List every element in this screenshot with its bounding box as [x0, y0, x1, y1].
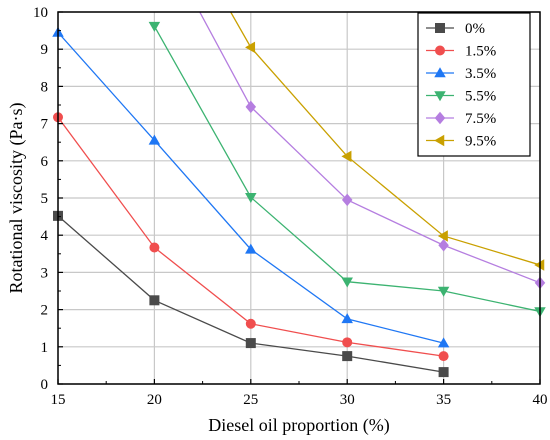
legend-label: 7.5%	[465, 111, 496, 127]
data-point	[148, 134, 161, 145]
data-point	[148, 21, 161, 32]
x-tick-label: 40	[533, 392, 548, 408]
y-tick-label: 3	[41, 265, 49, 281]
legend-swatch-marker	[434, 111, 446, 125]
data-point	[437, 286, 450, 297]
series-9_5_	[229, 12, 545, 271]
y-tick-label: 10	[33, 5, 48, 21]
y-axis-title: Rotational viscosity (Pa·s)	[6, 103, 27, 294]
legend-label: 9.5%	[465, 134, 496, 150]
data-point	[149, 295, 160, 306]
legend-label: 3.5%	[465, 66, 496, 82]
data-point	[245, 243, 257, 254]
data-point	[341, 150, 352, 163]
legend-swatch-marker	[434, 134, 445, 147]
y-tick-label: 4	[41, 228, 49, 244]
y-tick-label: 2	[41, 303, 49, 319]
series-1_5_	[53, 112, 449, 362]
data-point	[437, 230, 448, 242]
y-tick-label: 8	[41, 79, 49, 95]
legend-swatch-marker	[434, 91, 446, 102]
x-tick-label: 25	[243, 392, 258, 408]
legend-swatch-marker	[435, 23, 445, 33]
series-layer	[52, 12, 546, 378]
data-point	[342, 351, 353, 362]
data-point	[438, 238, 449, 252]
y-tick-label: 6	[41, 154, 49, 170]
y-tick-label: 9	[41, 42, 49, 58]
legend-label: 5.5%	[465, 89, 496, 105]
data-point	[245, 100, 257, 114]
data-point	[149, 242, 160, 253]
data-point	[437, 337, 450, 348]
legend: 0% 1.5% 3.5% 5.5% 7.5% 9.5%	[417, 12, 531, 157]
data-point	[341, 313, 353, 324]
ticks-layer: 15 20 25 30 35 40 0 1 2 3 4 5 6 7 8 9 10	[33, 5, 548, 408]
data-point	[245, 338, 256, 349]
y-tick-label: 5	[41, 191, 49, 207]
x-tick-label: 35	[436, 392, 451, 408]
data-point	[342, 337, 353, 348]
x-tick-label: 15	[51, 392, 66, 408]
series-5_5_	[148, 21, 546, 318]
legend-swatch-marker	[435, 45, 445, 56]
legend-label: 1.5%	[465, 44, 496, 60]
legend-box	[417, 12, 531, 157]
x-tick-label: 30	[340, 392, 355, 408]
data-point	[245, 318, 256, 329]
data-point	[341, 277, 353, 288]
series-7_5_	[199, 12, 546, 290]
data-point	[341, 193, 353, 207]
data-point	[245, 193, 257, 204]
x-tick-label: 20	[147, 392, 162, 408]
data-point	[245, 41, 256, 54]
y-tick-label: 7	[41, 117, 49, 133]
legend-label: 0%	[465, 21, 485, 37]
x-axis-title: Diesel oil proportion (%)	[208, 415, 389, 436]
y-tick-label: 0	[41, 377, 49, 393]
y-tick-label: 1	[41, 340, 49, 356]
data-point	[438, 351, 449, 362]
data-point	[438, 367, 449, 378]
legend-swatch-marker	[434, 67, 446, 78]
